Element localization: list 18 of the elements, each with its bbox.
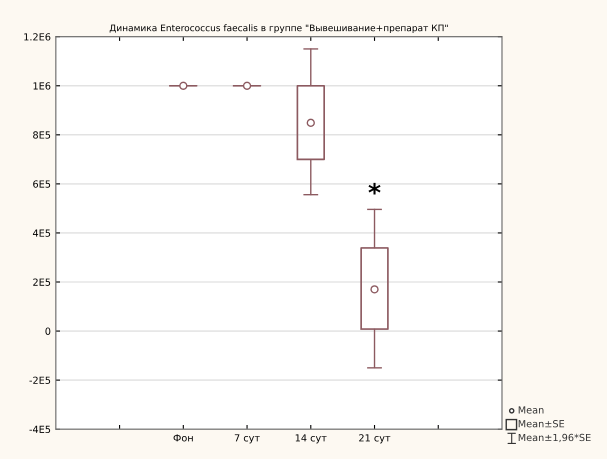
- y-tick-label: 2E5: [33, 278, 50, 286]
- y-tick-label: 4E5: [32, 230, 50, 237]
- chart-title: Динамика Enterococcus faecalis в группе "Вывешивание+препарат КП": [110, 24, 448, 34]
- y-tick-label: -4E5: [29, 426, 50, 433]
- y-tick-label: 8E5: [33, 131, 50, 139]
- x-tick-label: 14 сут: [296, 434, 327, 444]
- y-tick-label: 1E6: [34, 82, 50, 90]
- x-tick-label: 7 сут: [234, 434, 260, 444]
- y-tick-label: 0: [45, 328, 50, 335]
- y-tick-label: -2E5: [29, 376, 50, 384]
- x-tick-label: Фон: [174, 434, 193, 442]
- text: Mean±SE: [518, 420, 564, 428]
- annotation: *: [368, 182, 381, 194]
- text: Mean±1,96*SE: [518, 434, 591, 442]
- y-tick-label: 1.2E6: [24, 33, 50, 41]
- y-tick-label: 6E5: [33, 180, 50, 188]
- x-tick-label: 21 сут: [359, 434, 390, 444]
- text: Mean: [518, 406, 544, 414]
